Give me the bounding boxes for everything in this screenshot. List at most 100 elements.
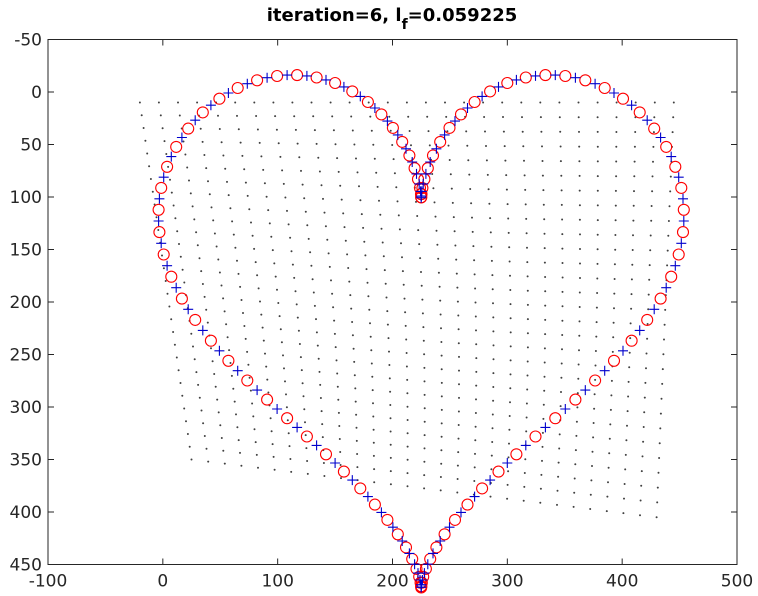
- cross-marker: [414, 178, 425, 189]
- grid-dot: [652, 131, 655, 134]
- grid-dot: [265, 195, 268, 198]
- grid-dot: [610, 394, 613, 397]
- grid-dot: [406, 458, 409, 461]
- grid-dot: [579, 233, 581, 236]
- grid-dot: [217, 114, 219, 117]
- grid-dot: [406, 432, 409, 435]
- cross-marker: [416, 191, 427, 202]
- grid-dot: [353, 374, 356, 377]
- circle-marker: [251, 74, 264, 87]
- grid-dot: [656, 486, 659, 489]
- grid-dot: [307, 237, 310, 240]
- circle-marker: [403, 149, 416, 162]
- grid-dot: [405, 338, 408, 341]
- grid-dot: [335, 359, 338, 362]
- grid-dot: [201, 283, 204, 285]
- grid-dot: [259, 300, 261, 303]
- grid-dot: [267, 391, 270, 394]
- grid-dot: [525, 402, 528, 405]
- circle-marker: [329, 76, 342, 90]
- grid-dot: [594, 364, 597, 367]
- grid-dot: [423, 434, 426, 437]
- grid-dot: [271, 443, 274, 446]
- grid-dot: [236, 114, 238, 117]
- grid-dot: [195, 231, 198, 234]
- grid-dot: [388, 377, 391, 380]
- grid-dots-layer: [138, 101, 675, 519]
- grid-dot: [672, 116, 675, 119]
- circle-marker: [241, 374, 254, 387]
- grid-dot: [385, 296, 388, 299]
- grid-dot: [369, 335, 372, 338]
- grid-dot: [253, 247, 256, 250]
- title-value: =0.059225: [408, 5, 518, 26]
- grid-dot: [633, 175, 636, 178]
- grid-dot: [312, 291, 315, 294]
- circle-marker: [426, 149, 440, 162]
- grid-dot: [396, 200, 399, 203]
- grid-dot: [334, 143, 337, 146]
- grid-dot: [228, 349, 231, 352]
- grid-dot: [264, 352, 266, 355]
- grid-dot: [491, 441, 494, 443]
- grid-dot: [577, 116, 580, 119]
- grid-dot: [175, 356, 178, 359]
- grid-dot: [282, 354, 284, 357]
- grid-dot: [254, 441, 257, 444]
- grid-dot: [612, 336, 615, 339]
- cross-marker: [590, 78, 601, 89]
- cross-marker: [661, 282, 672, 293]
- grid-dot: [159, 114, 162, 117]
- cross-marker: [431, 143, 442, 154]
- circle-marker: [672, 248, 685, 261]
- grid-dot: [274, 115, 277, 118]
- grid-dot: [509, 373, 512, 376]
- grid-dot: [149, 178, 152, 180]
- grid-dot: [489, 217, 492, 220]
- grid-dot: [440, 381, 443, 384]
- grid-dot: [423, 447, 426, 450]
- grid-dot: [262, 168, 265, 171]
- cross-marker: [407, 157, 418, 167]
- grid-dot: [405, 352, 408, 354]
- grid-dot: [613, 263, 616, 266]
- cross-marker: [158, 172, 169, 183]
- grid-dot: [591, 450, 594, 453]
- circle-marker: [319, 448, 333, 461]
- grid-dot: [492, 302, 494, 305]
- grid-dot: [650, 205, 653, 207]
- cross-marker: [676, 238, 687, 249]
- grid-dot: [609, 423, 612, 426]
- grid-dot: [646, 337, 649, 340]
- cross-marker: [392, 129, 403, 140]
- grid-dot: [371, 375, 374, 378]
- cross-marker: [197, 325, 208, 336]
- grid-dot: [403, 297, 406, 300]
- grid-dot: [644, 381, 647, 384]
- grid-dot: [431, 173, 434, 175]
- grid-dot: [639, 499, 642, 502]
- grid-dot: [608, 437, 611, 440]
- grid-dot: [634, 101, 637, 104]
- grid-dot: [458, 383, 460, 386]
- grid-dot: [323, 211, 326, 214]
- grid-dot: [561, 305, 564, 308]
- grid-dot: [649, 234, 652, 237]
- grid-dot: [266, 378, 269, 381]
- grid-dot: [668, 205, 671, 208]
- grid-dot: [422, 326, 425, 329]
- grid-dot: [338, 438, 341, 440]
- grid-dot: [627, 380, 630, 383]
- grid-dot: [577, 363, 580, 366]
- grid-dot: [210, 206, 213, 209]
- cross-marker: [570, 72, 581, 83]
- grid-dot: [544, 318, 547, 321]
- grid-dot: [610, 379, 613, 382]
- grid-dot: [449, 173, 452, 176]
- grid-dot: [614, 189, 617, 192]
- cross-marker: [511, 74, 522, 85]
- grid-dot: [168, 305, 171, 308]
- grid-dot: [305, 447, 308, 450]
- grid-dot: [401, 270, 404, 273]
- grid-dot: [312, 115, 315, 118]
